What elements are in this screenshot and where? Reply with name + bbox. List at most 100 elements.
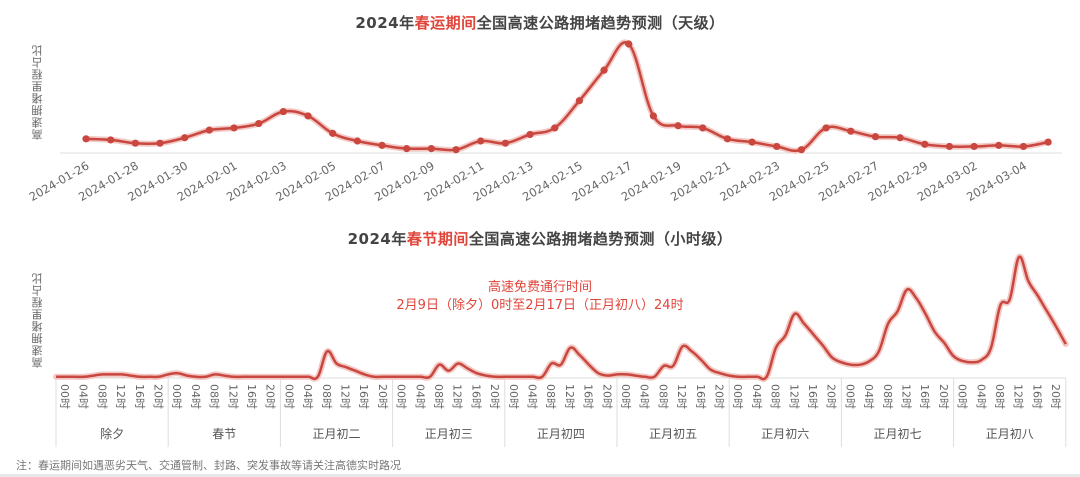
data-point[interactable] <box>649 112 658 120</box>
day-label: 正月初三 <box>425 427 473 441</box>
data-point[interactable] <box>871 133 880 141</box>
data-point[interactable] <box>575 97 584 105</box>
data-point[interactable] <box>748 138 756 146</box>
data-point[interactable] <box>304 112 312 120</box>
annotation-line1: 高速免费通行时间 <box>487 280 592 295</box>
hour-tick-label: 04时 <box>526 384 539 409</box>
data-point[interactable] <box>699 124 707 132</box>
data-point[interactable] <box>945 142 954 151</box>
day-label: 正月初八 <box>986 427 1034 441</box>
hour-tick-label: 12时 <box>451 384 464 409</box>
top-title-prefix: 2024年 <box>355 14 415 32</box>
data-point[interactable] <box>551 124 559 132</box>
data-point[interactable] <box>378 141 386 149</box>
hour-tick-label: 12时 <box>114 384 127 409</box>
data-point[interactable] <box>625 40 633 48</box>
top-title-suffix: 全国高速公路拥堵趋势预测（天级） <box>476 14 725 32</box>
hour-tick-label: 20时 <box>376 384 389 409</box>
data-point[interactable] <box>131 139 139 147</box>
data-point[interactable] <box>353 137 361 145</box>
hour-tick-label: 00时 <box>170 384 183 409</box>
hour-tick-label: 00时 <box>395 384 408 409</box>
day-label: 正月初六 <box>761 427 809 441</box>
data-point[interactable] <box>477 137 485 145</box>
hour-tick-label: 00时 <box>731 384 744 409</box>
data-point[interactable] <box>1019 142 1028 151</box>
data-point[interactable] <box>329 129 337 137</box>
day-label: 春节 <box>212 427 236 441</box>
data-point[interactable] <box>403 145 411 153</box>
hour-tick-label: 08时 <box>769 384 782 409</box>
hour-tick-label: 16时 <box>245 384 258 409</box>
hour-tick-label: 16时 <box>1030 384 1043 409</box>
data-point[interactable] <box>156 139 164 147</box>
data-point[interactable] <box>723 135 732 143</box>
data-point[interactable] <box>526 130 534 139</box>
top-chart-title: 2024年春运期间全国高速公路拥堵趋势预测（天级） <box>0 12 1080 33</box>
hour-tick-label: 12时 <box>675 384 688 409</box>
hour-tick-label: 16时 <box>582 384 595 409</box>
data-point[interactable] <box>452 146 460 154</box>
bottom-line-glow <box>53 253 1069 383</box>
data-point[interactable] <box>773 142 781 151</box>
data-point[interactable] <box>230 124 238 132</box>
day-label: 除夕 <box>100 426 124 441</box>
hour-tick-label: 20时 <box>600 384 613 409</box>
data-point[interactable] <box>255 119 263 128</box>
hour-tick-label: 08时 <box>432 384 445 409</box>
hour-tick-label: 12时 <box>339 384 352 409</box>
day-label: 正月初七 <box>873 427 921 441</box>
data-point[interactable] <box>427 145 435 153</box>
bottom-title-suffix: 全国高速公路拥堵趋势预测（小时级） <box>468 230 733 248</box>
daily-chart: 2024-01-262024-01-282024-01-302024-02-01… <box>27 39 1062 204</box>
bottom-chart-title: 2024年春节期间全国高速公路拥堵趋势预测（小时级） <box>0 228 1080 249</box>
data-point[interactable] <box>107 136 115 144</box>
data-point[interactable] <box>279 107 287 116</box>
hour-tick-label: 20时 <box>937 384 950 409</box>
hour-tick-label: 08时 <box>993 384 1006 409</box>
data-point[interactable] <box>205 126 213 134</box>
hour-tick-label: 16时 <box>469 384 482 409</box>
top-line-glow <box>83 39 1052 154</box>
hour-tick-label: 04时 <box>750 384 763 409</box>
data-point[interactable] <box>970 142 978 151</box>
hour-tick-label: 16时 <box>694 384 707 409</box>
data-point[interactable] <box>501 139 509 147</box>
data-point[interactable] <box>921 140 929 148</box>
data-point[interactable] <box>847 127 855 135</box>
hour-tick-label: 04时 <box>77 384 90 409</box>
hour-tick-label: 04时 <box>862 384 875 409</box>
hour-tick-label: 00时 <box>619 384 632 409</box>
hour-tick-label: 12时 <box>1012 384 1025 409</box>
day-label: 正月初四 <box>537 427 585 441</box>
hour-tick-label: 04时 <box>413 384 426 409</box>
data-point[interactable] <box>674 122 682 130</box>
hour-tick-label: 12时 <box>900 384 913 409</box>
data-point[interactable] <box>822 124 830 132</box>
hour-tick-label: 08时 <box>320 384 333 409</box>
hour-tick-label: 00时 <box>282 384 295 409</box>
hour-tick-label: 20时 <box>152 384 165 409</box>
hour-tick-label: 20时 <box>825 384 838 409</box>
data-point[interactable] <box>82 135 90 143</box>
hour-tick-label: 04时 <box>974 384 987 409</box>
footnote: 注：春运期间如遇恶劣天气、交通管制、封路、突发事故等请关注高德实时路况 <box>16 459 401 472</box>
data-point[interactable] <box>181 134 189 142</box>
hour-tick-label: 04时 <box>301 384 314 409</box>
data-point[interactable] <box>600 66 608 74</box>
hour-tick-label: 20时 <box>1049 384 1062 409</box>
hour-tick-label: 12时 <box>787 384 800 409</box>
hour-tick-label: 08时 <box>95 384 108 409</box>
data-point[interactable] <box>896 134 904 142</box>
data-point[interactable] <box>995 141 1003 149</box>
data-point[interactable] <box>797 146 806 154</box>
day-label: 正月初二 <box>312 427 360 441</box>
data-point[interactable] <box>1044 138 1052 146</box>
top-title-highlight: 春运期间 <box>414 14 477 32</box>
hour-tick-label: 00时 <box>507 384 520 409</box>
hour-tick-label: 12时 <box>563 384 576 409</box>
hour-tick-label: 00时 <box>843 384 856 409</box>
hour-tick-label: 16时 <box>806 384 819 409</box>
hour-tick-label: 04时 <box>189 384 202 409</box>
hour-tick-label: 00时 <box>58 384 71 409</box>
